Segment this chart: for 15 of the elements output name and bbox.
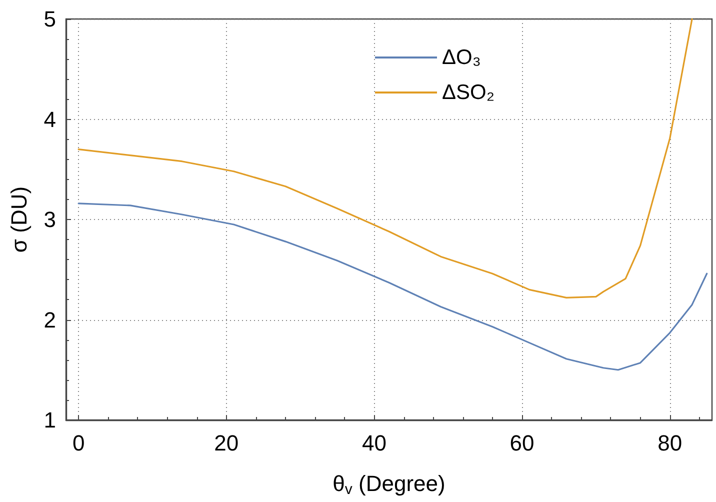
y-tick-label: 4 <box>44 106 56 132</box>
y-tick-label: 5 <box>44 6 56 32</box>
x-tick-label: 80 <box>658 430 682 456</box>
y-tick-label: 2 <box>44 307 56 332</box>
x-tick-label: 0 <box>72 430 85 456</box>
x-tick-label: 40 <box>362 430 386 456</box>
x-tick-label: 60 <box>510 430 534 456</box>
legend-label: ΔO₃ <box>442 46 481 69</box>
line-series <box>78 202 708 371</box>
legend-label: ΔSO₂ <box>442 81 495 104</box>
y-tick-label: 3 <box>44 207 56 232</box>
x-tick-label: 20 <box>214 430 239 456</box>
line-series <box>78 18 693 298</box>
y-tick-label: 1 <box>44 408 56 432</box>
y-axis-title: σ (DU) <box>6 186 32 253</box>
